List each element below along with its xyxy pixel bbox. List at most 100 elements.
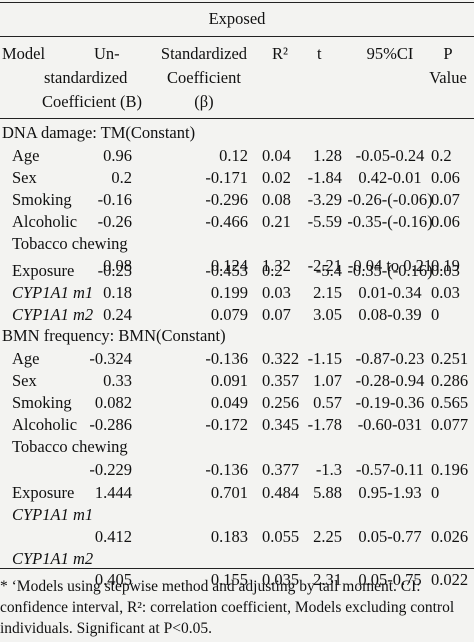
cell-beta: 0.199 <box>210 283 248 302</box>
cell-r2: 0.035 <box>262 570 300 589</box>
cell-ci: 0.05-0.77 <box>358 527 422 546</box>
cell-t: 1.07 <box>313 371 342 390</box>
cell-b: -0.324 <box>89 349 132 368</box>
cell-ci: -0.04 to 0.21 <box>347 256 433 275</box>
header-std-3: (β) <box>194 92 214 111</box>
cell-p: 0.565 <box>431 393 469 412</box>
cell-r2: 0.21 <box>262 212 291 231</box>
cell-ci: -0.28-0.94 <box>355 371 425 390</box>
row-label: CYP1A1 m2 <box>12 549 94 568</box>
footnote-line: * ‘Models using stepwise method and adju… <box>0 578 421 595</box>
cell-b: 0.08 <box>103 256 132 275</box>
cell-b: -0.25 <box>97 261 132 280</box>
cell-ci: -0.35-(-0.16) <box>347 212 433 231</box>
cell-ci: -0.19-0.36 <box>355 393 425 412</box>
cell-ci: -0.60-031 <box>357 415 423 434</box>
cell-b: -0.26 <box>97 212 132 231</box>
header-std-1: Standardized <box>160 44 248 63</box>
cell-ci: -0.26-(-0.06) <box>347 190 433 209</box>
row-label: Age <box>12 349 40 368</box>
cell-ci: 0.01-0.34 <box>358 283 422 302</box>
table-title: Exposed <box>208 9 266 28</box>
cell-t: 2.31 <box>313 570 342 589</box>
cell-r2: 0.02 <box>262 168 291 187</box>
header-unstd-3: Coefficient (B) <box>42 92 143 111</box>
footnote: * ‘Models using stepwise method and adju… <box>0 576 474 639</box>
cell-t: 3.05 <box>313 305 342 324</box>
cell-p: 0.03 <box>431 283 460 302</box>
cell-p: 0.03 <box>431 261 460 280</box>
cell-r2: 0.256 <box>262 393 300 412</box>
cell-ci: 0.95-1.93 <box>358 483 422 502</box>
row-label: CYP1A1 m1 <box>12 283 94 302</box>
row-label: CYP1A1 m2 <box>12 305 94 324</box>
cell-b: 0.082 <box>94 393 132 412</box>
cell-p: 0.2 <box>431 146 452 165</box>
header-p-1: P <box>443 44 453 63</box>
cell-p: 0 <box>431 305 440 324</box>
header-std-2: Coefficient <box>167 68 241 87</box>
cell-beta: 0.049 <box>210 393 248 412</box>
header-ci: 95%CI <box>366 44 414 63</box>
cell-p: 0.022 <box>431 570 469 589</box>
cell-r2: 0.484 <box>262 483 300 502</box>
row-label: Alcoholic <box>12 415 78 434</box>
cell-p: 0.06 <box>431 212 460 231</box>
cell-t: -5.4 <box>315 261 342 280</box>
cell-t: 1.28 <box>313 146 342 165</box>
header-unstd-1: Un- <box>94 44 120 63</box>
title-rule <box>0 36 474 37</box>
bottom-rule <box>0 568 474 569</box>
cell-beta: 0.12 <box>219 146 248 165</box>
cell-r2: 0.07 <box>262 305 291 324</box>
cell-beta: -0.466 <box>205 212 248 231</box>
cell-t: -1.3 <box>315 460 342 479</box>
cell-t: 5.88 <box>313 483 342 502</box>
cell-ci: 0.42-0.01 <box>358 168 422 187</box>
cell-b: 0.24 <box>103 305 132 324</box>
row-label: Tobacco chewing <box>12 437 128 456</box>
cell-t: 0.57 <box>313 393 342 412</box>
cell-t: -5.59 <box>307 212 342 231</box>
header-rule <box>0 118 474 119</box>
cell-p: 0.251 <box>431 349 469 368</box>
row-label: Sex <box>12 168 37 187</box>
row-label: Exposure <box>12 261 75 280</box>
row-label: Smoking <box>12 393 72 412</box>
cell-p: 0.06 <box>431 168 460 187</box>
cell-p: 0.19 <box>431 256 460 275</box>
cell-beta: 0.183 <box>210 527 248 546</box>
cell-b: -0.286 <box>89 415 132 434</box>
cell-t: 2.25 <box>313 527 342 546</box>
cell-p: 0.196 <box>431 460 469 479</box>
cell-b: -0.16 <box>97 190 132 209</box>
cell-beta: 0.079 <box>210 305 248 324</box>
header-p-2: Value <box>429 68 467 87</box>
header-r2: R² <box>272 44 288 63</box>
row-label: Smoking <box>12 190 72 209</box>
cell-t: -1.15 <box>307 349 342 368</box>
cell-b: -0.229 <box>89 460 132 479</box>
header-model: Model <box>2 44 46 63</box>
cell-t: -1.78 <box>307 415 342 434</box>
row-label: CYP1A1 m1 <box>12 505 94 524</box>
cell-b: 0.18 <box>103 283 132 302</box>
cell-p: 0 <box>431 483 440 502</box>
header-t: t <box>317 44 322 63</box>
cell-ci: 0.08-0.39 <box>358 305 422 324</box>
cell-beta: 0.124 <box>210 256 248 275</box>
footnote-line: confidence interval, R²: correlation coe… <box>0 599 455 616</box>
cell-ci: 0.05-0.75 <box>358 570 422 589</box>
cell-b: 0.405 <box>94 570 132 589</box>
top-rule <box>0 2 474 3</box>
row-label: Alcoholic <box>12 212 78 231</box>
cell-r2: 0.377 <box>262 460 300 479</box>
cell-t: 2.15 <box>313 283 342 302</box>
row-label: Age <box>12 146 40 165</box>
cell-p: 0.286 <box>431 371 469 390</box>
footnote-line: individuals. Significant at P<0.05. <box>0 620 212 637</box>
cell-beta: -0.453 <box>205 261 248 280</box>
cell-r2: 0.322 <box>262 349 300 368</box>
cell-beta: -0.172 <box>205 415 248 434</box>
